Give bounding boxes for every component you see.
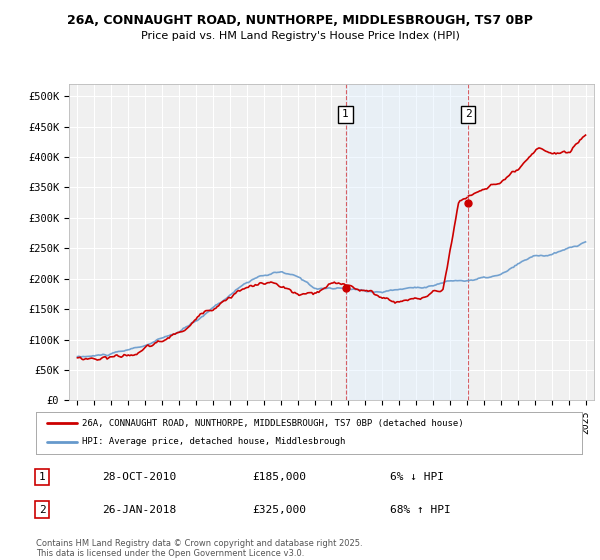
Text: £325,000: £325,000 [252, 505, 306, 515]
Text: HPI: Average price, detached house, Middlesbrough: HPI: Average price, detached house, Midd… [82, 437, 346, 446]
Text: 6% ↓ HPI: 6% ↓ HPI [390, 472, 444, 482]
Text: 26A, CONNAUGHT ROAD, NUNTHORPE, MIDDLESBROUGH, TS7 0BP: 26A, CONNAUGHT ROAD, NUNTHORPE, MIDDLESB… [67, 14, 533, 27]
Text: 1: 1 [38, 472, 46, 482]
Text: Price paid vs. HM Land Registry's House Price Index (HPI): Price paid vs. HM Land Registry's House … [140, 31, 460, 41]
Text: Contains HM Land Registry data © Crown copyright and database right 2025.
This d: Contains HM Land Registry data © Crown c… [36, 539, 362, 558]
Text: 26A, CONNAUGHT ROAD, NUNTHORPE, MIDDLESBROUGH, TS7 0BP (detached house): 26A, CONNAUGHT ROAD, NUNTHORPE, MIDDLESB… [82, 419, 464, 428]
Text: 2: 2 [465, 109, 472, 119]
Bar [346, 84, 468, 400]
Text: 28-OCT-2010: 28-OCT-2010 [102, 472, 176, 482]
Text: 26-JAN-2018: 26-JAN-2018 [102, 505, 176, 515]
Text: £185,000: £185,000 [252, 472, 306, 482]
Text: 2: 2 [38, 505, 46, 515]
Text: 68% ↑ HPI: 68% ↑ HPI [390, 505, 451, 515]
Text: 1: 1 [342, 109, 349, 119]
